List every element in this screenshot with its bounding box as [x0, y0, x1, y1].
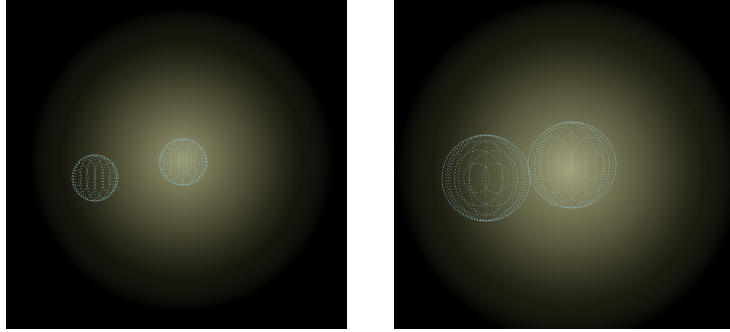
- glow-halo-left: [30, 8, 334, 312]
- panel-right-sphere-a: [441, 134, 531, 222]
- glow-halo-right: [397, 0, 730, 329]
- panel-left-sphere-a: [71, 154, 119, 202]
- spheres-group-left: [71, 138, 208, 202]
- render-canvas-left: [6, 0, 347, 329]
- panel-right-sphere-b: [527, 121, 617, 209]
- spheres-group-right: [441, 121, 617, 222]
- render-canvas-right: [394, 0, 730, 329]
- panel-left-sphere-b: [158, 138, 208, 186]
- render-panel-right: [394, 0, 730, 329]
- render-panel-left: [6, 0, 347, 329]
